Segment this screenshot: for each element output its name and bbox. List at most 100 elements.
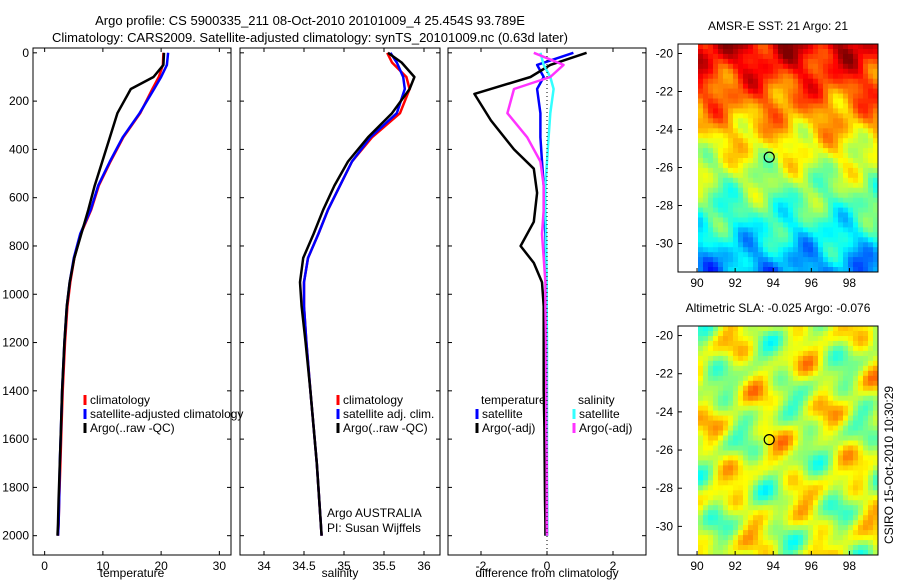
sla-heatmap-cell (828, 326, 834, 332)
sla-heatmap-cell (678, 390, 684, 397)
sla-heatmap-cell (723, 360, 729, 367)
sla-heatmap-cell (858, 415, 864, 422)
sst-heatmap-cell (853, 138, 859, 144)
sla-heatmap-cell (793, 390, 799, 397)
sla-heatmap-cell (683, 410, 689, 417)
sst-heatmap-cell (728, 78, 734, 85)
sla-heatmap-cell (843, 410, 849, 417)
sla-heatmap-cell (818, 400, 824, 407)
sst-heatmap-cell (863, 133, 869, 139)
sla-heatmap-cell (823, 415, 829, 422)
sst-heatmap-cell (853, 182, 859, 189)
sla-heatmap-cell (678, 395, 684, 402)
sst-heatmap-cell (688, 68, 694, 75)
sla-heatmap-cell (698, 420, 704, 427)
sst-heatmap-cell (748, 108, 754, 114)
sla-heatmap-cell (788, 425, 794, 432)
sla-heatmap-cell (778, 480, 784, 486)
sla-heatmap-cell (728, 495, 734, 501)
sla-heatmap-cell (778, 415, 784, 422)
sla-heatmap-cell (733, 465, 739, 471)
sst-heatmap-cell (743, 212, 749, 219)
sst-heatmap-cell (793, 182, 799, 189)
sst-heatmap-cell (833, 78, 839, 85)
sla-heatmap-cell (828, 425, 834, 432)
sla-heatmap-cell (853, 475, 859, 481)
sla-heatmap-cell (698, 336, 704, 342)
sst-heatmap-cell (788, 63, 794, 70)
sla-heatmap-cell (718, 350, 724, 357)
sst-heatmap-cell (693, 247, 699, 253)
sla-heatmap-cell (713, 495, 719, 501)
sla-heatmap-cell (678, 550, 684, 555)
sla-heatmap-cell (698, 355, 704, 362)
sst-heatmap-cell (748, 212, 754, 219)
sst-heatmap-cell (778, 123, 784, 129)
sla-heatmap-cell (748, 490, 754, 496)
sla-heatmap-cell (723, 455, 729, 461)
sst-heatmap-cell (863, 267, 869, 272)
sla-heatmap-cell (783, 440, 789, 447)
sst-heatmap-cell (733, 143, 739, 149)
sst-heatmap-cell (853, 222, 859, 228)
sla-heatmap-cell (783, 475, 789, 481)
sla-heatmap-cell (813, 400, 819, 407)
temperature-ytick-label: 400 (9, 142, 29, 156)
sla-heatmap-cell (818, 465, 824, 471)
sla-heatmap-cell (753, 545, 759, 551)
sla-heatmap-cell (683, 525, 689, 531)
sla-heatmap-cell (688, 345, 694, 352)
sla-heatmap-cell (693, 460, 699, 466)
sla-heatmap-cell (768, 545, 774, 551)
sla-heatmap-cell (743, 430, 749, 437)
sst-heatmap-cell (803, 237, 809, 243)
sla-heatmap-cell (793, 405, 799, 412)
sst-heatmap-cell (788, 53, 794, 60)
sla-heatmap-cell (863, 465, 869, 471)
sla-heatmap-cell (838, 360, 844, 367)
sla-heatmap-cell (743, 375, 749, 382)
sla-heatmap-cell (693, 326, 699, 332)
sst-heatmap-cell (858, 98, 864, 105)
sst-heatmap-cell (813, 93, 819, 100)
difference-series-salinity-argo-adj- (506, 51, 565, 536)
sla-heatmap-cell (823, 510, 829, 516)
sla-heatmap-cell (808, 425, 814, 432)
sla-heatmap-cell (743, 465, 749, 471)
sst-heatmap-cell (863, 53, 869, 60)
sla-heatmap-cell (753, 460, 759, 466)
sst-heatmap-cell (743, 237, 749, 243)
sla-heatmap-cell (763, 345, 769, 352)
temperature-xtick-label: 20 (154, 559, 168, 573)
sst-heatmap-cell (753, 217, 759, 224)
sst-heatmap-cell (803, 227, 809, 233)
sst-heatmap-cell (768, 88, 774, 95)
sla-heatmap-cell (743, 385, 749, 392)
sst-heatmap-cell (803, 242, 809, 248)
sla-heatmap-cell (843, 405, 849, 412)
sla-heatmap-cell (718, 450, 724, 457)
sla-heatmap-cell (813, 530, 819, 536)
sla-heatmap-cell (713, 530, 719, 536)
sst-heatmap-cell (858, 78, 864, 85)
sst-heatmap-cell (763, 217, 769, 224)
sla-heatmap-cell (678, 355, 684, 362)
sst-heatmap-cell (743, 88, 749, 95)
sla-heatmap-cell (753, 400, 759, 407)
sla-heatmap-cell (683, 545, 689, 551)
sst-heatmap-cell (783, 197, 789, 204)
sla-heatmap-cell (738, 326, 744, 332)
sla-heatmap-cell (718, 340, 724, 347)
sla-heatmap-cell (738, 440, 744, 447)
sla-heatmap-cell (718, 360, 724, 367)
sst-heatmap-cell (853, 227, 859, 233)
sla-heatmap-cell (713, 390, 719, 397)
sst-heatmap-cell (733, 63, 739, 70)
sst-heatmap-cell (743, 227, 749, 233)
sst-heatmap-cell (763, 88, 769, 95)
sla-heatmap-cell (713, 385, 719, 392)
sla-heatmap-cell (733, 530, 739, 536)
sla-heatmap-cell (803, 445, 809, 452)
sla-heatmap-cell (713, 425, 719, 432)
sla-heatmap-field (678, 326, 878, 555)
